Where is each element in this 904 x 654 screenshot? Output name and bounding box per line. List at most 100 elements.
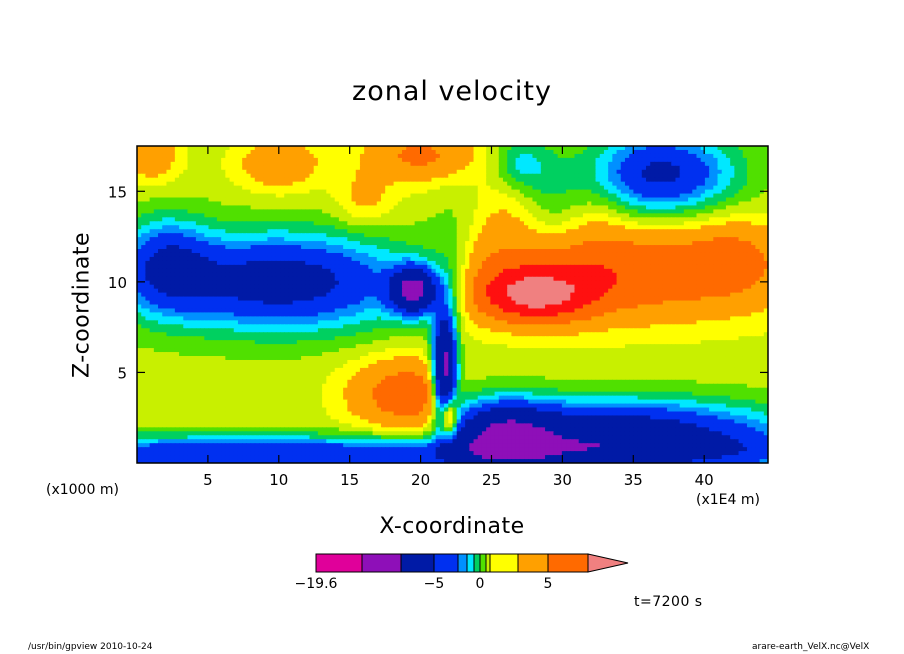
field-cell xyxy=(263,272,269,278)
field-cell xyxy=(730,146,735,151)
field-cell xyxy=(612,193,618,199)
field-cell xyxy=(397,169,403,175)
field-cell xyxy=(532,165,538,171)
field-cell xyxy=(629,256,634,262)
field-cell xyxy=(751,252,756,258)
field-cell xyxy=(519,193,525,199)
field-cell xyxy=(170,241,176,246)
field-cell xyxy=(646,153,651,159)
field-cell xyxy=(646,221,651,226)
field-cell xyxy=(397,213,403,218)
field-cell xyxy=(460,197,466,203)
field-cell xyxy=(242,177,247,183)
field-cell xyxy=(380,229,386,234)
field-cell xyxy=(343,201,348,207)
field-cell xyxy=(343,146,348,151)
field-cell xyxy=(162,217,168,222)
field-cell xyxy=(246,272,252,278)
field-cell xyxy=(700,146,706,151)
field-cell xyxy=(200,256,205,262)
field-cell xyxy=(704,181,710,187)
field-cell xyxy=(174,260,180,266)
field-cell xyxy=(545,209,550,214)
field-cell xyxy=(515,169,521,175)
field-cell xyxy=(574,256,580,262)
field-cell xyxy=(309,146,315,151)
field-cell xyxy=(700,249,706,254)
field-cell xyxy=(208,225,214,230)
field-cell xyxy=(662,209,668,214)
field-cell xyxy=(284,272,290,278)
field-cell xyxy=(212,181,218,187)
field-cell xyxy=(414,229,420,234)
field-cell xyxy=(561,241,567,246)
field-cell xyxy=(574,189,580,195)
field-cell xyxy=(633,209,639,214)
field-cell xyxy=(738,189,744,195)
field-cell xyxy=(524,185,529,191)
field-cell xyxy=(494,272,500,278)
field-cell xyxy=(540,189,546,195)
field-cell xyxy=(149,189,155,195)
field-cell xyxy=(389,169,395,175)
field-cell xyxy=(696,229,702,234)
field-cell xyxy=(578,177,584,183)
field-cell xyxy=(759,245,765,250)
field-cell xyxy=(393,161,399,167)
field-cell xyxy=(683,260,689,266)
field-cell xyxy=(507,173,512,179)
field-cell xyxy=(658,245,664,250)
field-cell xyxy=(141,161,147,167)
field-cell xyxy=(162,165,168,171)
field-cell xyxy=(402,189,407,195)
field-cell xyxy=(221,249,226,254)
field-cell xyxy=(359,260,365,266)
field-cell xyxy=(170,146,176,151)
field-cell xyxy=(343,252,348,258)
field-cell xyxy=(742,217,748,222)
field-cell xyxy=(692,173,698,179)
field-cell xyxy=(456,149,462,155)
field-cell xyxy=(616,268,622,274)
field-cell xyxy=(763,264,768,270)
field-cell xyxy=(145,157,151,163)
field-cell xyxy=(498,229,504,234)
field-cell xyxy=(141,185,147,191)
field-cell xyxy=(326,169,332,175)
field-cell xyxy=(751,237,756,242)
field-cell xyxy=(313,177,319,183)
field-cell xyxy=(658,201,664,207)
field-cell xyxy=(608,209,613,214)
field-cell xyxy=(755,260,761,266)
field-cell xyxy=(406,272,412,278)
field-cell xyxy=(473,241,479,246)
field-cell xyxy=(675,225,681,230)
field-cell xyxy=(263,189,269,195)
field-cell xyxy=(502,153,508,159)
field-cell xyxy=(439,189,445,195)
field-cell xyxy=(284,221,290,226)
field-cell xyxy=(738,260,744,266)
field-cell xyxy=(637,197,643,203)
field-cell xyxy=(734,201,740,207)
field-cell xyxy=(359,149,365,155)
field-cell xyxy=(368,209,374,214)
field-cell xyxy=(439,260,445,266)
field-cell xyxy=(494,245,500,250)
field-cell xyxy=(242,169,247,175)
field-cell xyxy=(456,221,462,226)
field-cell xyxy=(751,225,756,230)
field-cell xyxy=(149,217,155,222)
field-cell xyxy=(271,264,277,270)
field-cell xyxy=(427,225,433,230)
field-cell xyxy=(460,205,466,210)
field-cell xyxy=(679,161,685,167)
field-cell xyxy=(191,252,197,258)
field-cell xyxy=(410,264,416,270)
field-cell xyxy=(608,153,613,159)
field-cell xyxy=(301,149,306,155)
field-cell xyxy=(380,237,386,242)
field-cell xyxy=(359,229,365,234)
field-cell xyxy=(650,217,656,222)
field-cell xyxy=(650,165,656,171)
